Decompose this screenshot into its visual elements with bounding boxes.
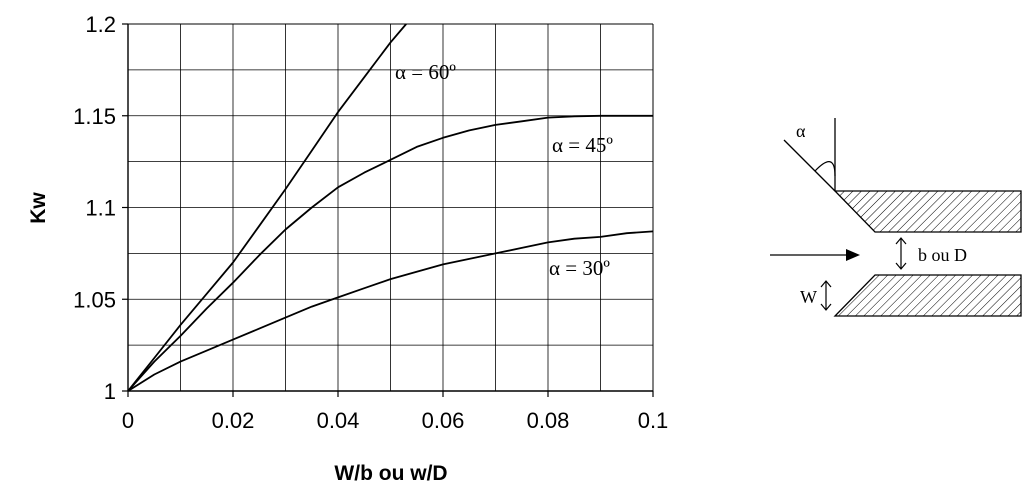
y-tick-label: 1.2 [85,12,116,37]
x-tick-label: 0.04 [317,408,360,433]
y-tick-labels: 1 1.05 1.1 1.15 1.2 [73,12,128,404]
chart: 0 0.02 0.04 0.06 0.08 0.1 1 1.05 1.1 1.15 1.2 W/b… [27,12,668,485]
x-tick-label: 0.02 [212,408,255,433]
label-alpha-60: α = 60º [395,60,456,84]
series-layer [127,23,654,392]
label-alpha-30: α = 30º [549,256,610,280]
nozzle-diagram: α b ou D W [770,118,1022,317]
gap-arrow-top [895,237,907,245]
bevel-edge-line [783,139,836,192]
x-tick-label: 0.1 [638,408,669,433]
w-arrow-bottom [820,303,832,311]
x-tick-label: 0.08 [527,408,570,433]
gap-arrow-bottom [895,262,907,270]
label-alpha-45: α = 45º [552,133,613,157]
w-arrow-top [820,280,832,288]
x-tick-label: 0 [122,408,134,433]
w-label: W [800,287,817,307]
angle-label: α [796,121,806,141]
y-tick-label: 1 [104,379,116,404]
angle-arc [814,161,836,177]
gap-label: b ou D [918,245,967,265]
upper-wall [833,190,1022,233]
y-axis-title: Kw [27,192,50,224]
y-tick-label: 1.05 [73,287,116,312]
series-line-1 [127,114,653,392]
lower-wall [833,274,1022,317]
x-tick-label: 0.06 [422,408,465,433]
y-tick-label: 1.1 [85,196,116,221]
flow-arrowhead [846,249,860,261]
series-line-0 [127,23,407,392]
series-line-2 [127,230,654,392]
x-tick-labels: 0 0.02 0.04 0.06 0.08 0.1 [122,391,668,433]
y-tick-label: 1.15 [73,104,116,129]
x-axis-title: W/b ou w/D [334,462,447,485]
